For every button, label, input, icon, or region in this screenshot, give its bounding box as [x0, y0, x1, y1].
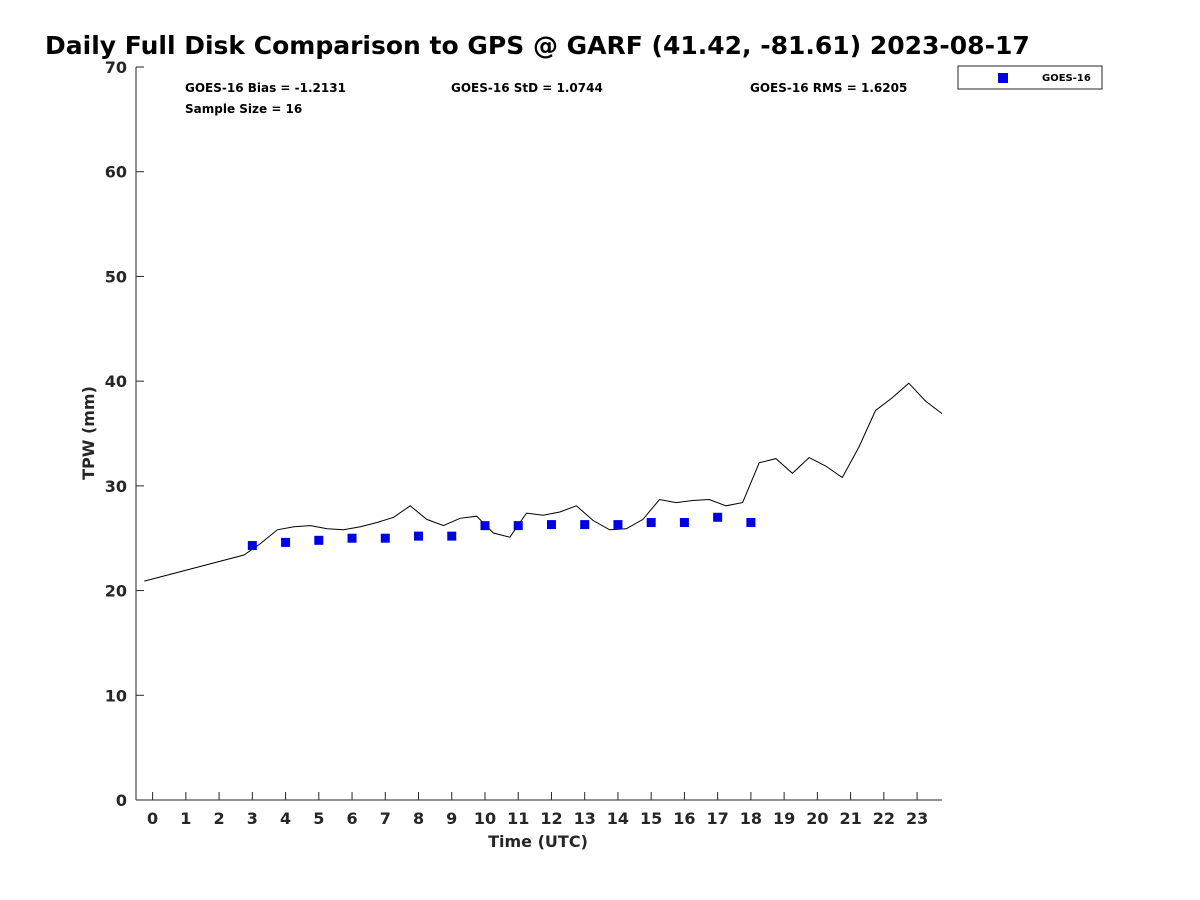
x-tick-label: 10 — [474, 809, 496, 828]
legend-box — [957, 65, 1103, 90]
goes16-point — [314, 535, 324, 545]
goes16-point — [580, 520, 590, 530]
y-tick-label: 0 — [116, 791, 127, 810]
goes16-point — [513, 521, 523, 531]
goes16-point — [447, 531, 457, 541]
x-tick-label: 8 — [413, 809, 424, 828]
y-tick-label: 30 — [105, 477, 127, 496]
x-tick-label: 2 — [214, 809, 225, 828]
x-tick-label: 21 — [839, 809, 861, 828]
stat-bias: GOES-16 Bias = -1.2131 — [185, 81, 346, 95]
chart-title: Daily Full Disk Comparison to GPS @ GARF… — [45, 31, 1030, 60]
x-tick-label: 13 — [574, 809, 596, 828]
x-tick-label: 7 — [380, 809, 391, 828]
x-tick-label: 22 — [873, 809, 895, 828]
x-tick-label: 4 — [280, 809, 291, 828]
stat-std: GOES-16 StD = 1.0744 — [451, 81, 603, 95]
goes16-point — [247, 541, 257, 551]
series-layer — [144, 382, 943, 582]
y-tick-label: 50 — [105, 267, 127, 286]
y-tick-label: 60 — [105, 163, 127, 182]
x-axis-label: Time (UTC) — [488, 832, 588, 851]
goes16-point — [414, 531, 424, 541]
stat-rms: GOES-16 RMS = 1.6205 — [750, 81, 907, 95]
y-axis-label: TPW (mm) — [79, 386, 98, 480]
goes16-point — [347, 533, 357, 543]
x-tick-label: 20 — [806, 809, 828, 828]
x-tick-label: 19 — [773, 809, 795, 828]
x-tick-label: 9 — [446, 809, 457, 828]
x-ticks: 0 1 2 3 4 5 6 7 8 9 10 11 12 13 14 15 16 17 18 19 20 21 22 23 — [147, 792, 928, 828]
stat-sample-size: Sample Size = 16 — [185, 102, 302, 116]
x-tick-label: 12 — [540, 809, 562, 828]
goes16-point — [546, 520, 556, 530]
goes16-point — [679, 518, 689, 528]
y-tick-label: 70 — [105, 58, 127, 77]
y-tick-label: 10 — [105, 686, 127, 705]
y-tick-label: 20 — [105, 582, 127, 601]
x-tick-label: 18 — [740, 809, 762, 828]
x-tick-label: 3 — [247, 809, 258, 828]
legend-marker — [998, 73, 1008, 83]
goes16-point — [646, 518, 656, 528]
goes16-point — [281, 537, 291, 547]
x-tick-label: 17 — [707, 809, 729, 828]
x-tick-label: 14 — [607, 809, 629, 828]
goes16-point — [480, 521, 490, 531]
y-tick-label: 40 — [105, 372, 127, 391]
y-ticks: 0 10 20 30 40 50 60 70 — [105, 58, 144, 810]
x-tick-label: 23 — [906, 809, 928, 828]
x-tick-label: 15 — [640, 809, 662, 828]
legend: GOES-16 — [957, 65, 1103, 90]
x-tick-label: 16 — [673, 809, 695, 828]
x-tick-label: 0 — [147, 809, 158, 828]
x-tick-label: 1 — [180, 809, 191, 828]
gps-tpw-line — [144, 382, 943, 582]
goes16-point — [613, 520, 623, 530]
x-tick-label: 11 — [507, 809, 529, 828]
goes16-point — [380, 533, 390, 543]
goes16-point — [713, 512, 723, 522]
goes16-point — [746, 518, 756, 528]
legend-label: GOES-16 — [1042, 73, 1091, 84]
x-tick-label: 6 — [346, 809, 357, 828]
x-tick-label: 5 — [313, 809, 324, 828]
